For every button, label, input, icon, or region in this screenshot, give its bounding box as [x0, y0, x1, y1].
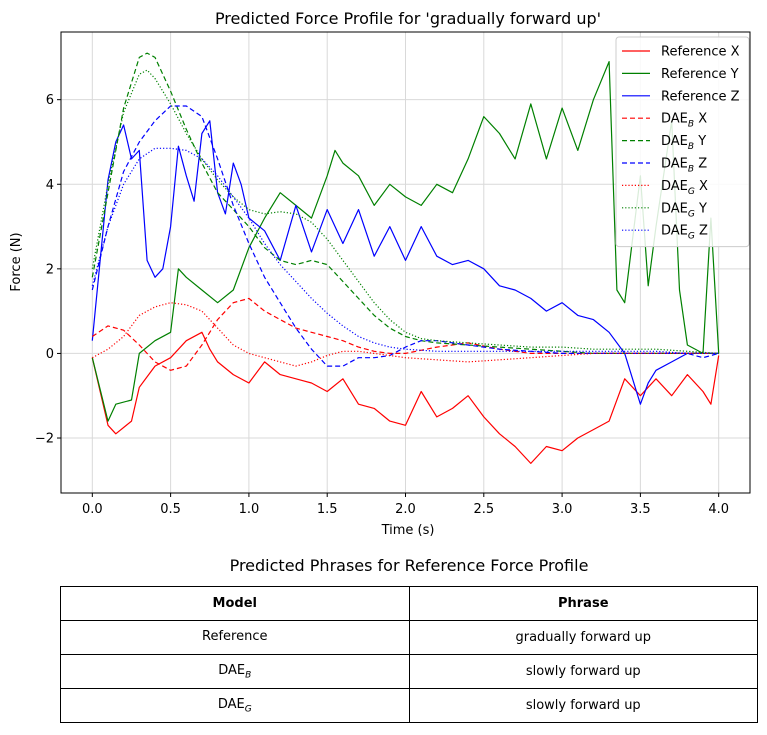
force-profile-chart: Predicted Force Profile for 'gradually f…	[9, 9, 751, 538]
legend-label: Reference Y	[661, 67, 739, 82]
series-line-dae-b-z	[91, 105, 719, 367]
table-title: Predicted Phrases for Reference Force Pr…	[229, 556, 589, 575]
series-line-dae-g-x	[92, 302, 719, 367]
x-tick-label: 1.5	[317, 502, 338, 517]
x-tick-label: 2.5	[473, 502, 494, 517]
series-line-dae-g-z	[91, 147, 719, 354]
x-tick-label: 3.0	[552, 502, 573, 517]
y-tick-label: 6	[46, 93, 54, 108]
y-tick-label: 2	[46, 262, 54, 277]
legend-label: DAEB Y	[661, 134, 706, 152]
y-axis-title: Force (N)	[9, 232, 24, 291]
table-row: DAEB slowly forward up	[60, 654, 758, 689]
cell-model: Reference	[60, 620, 410, 655]
cell-phrase: slowly forward up	[408, 688, 758, 723]
table-row: DAEG slowly forward up	[60, 688, 758, 723]
x-tick-label: 0.5	[160, 502, 181, 517]
y-tick-label: −2	[35, 432, 54, 447]
legend-label: DAEB X	[661, 112, 707, 130]
legend-label: Reference X	[661, 45, 740, 60]
x-tick-label: 3.5	[630, 502, 651, 517]
y-tick-label: 4	[46, 178, 54, 193]
table-header-row: Model Phrase	[60, 586, 758, 621]
legend: Reference X Reference Y Reference Z DAEB X D…	[615, 36, 750, 248]
legend-box	[615, 36, 750, 248]
header-model: Model	[60, 586, 410, 621]
series-layer	[91, 52, 720, 464]
x-tick-label: 4.0	[708, 502, 729, 517]
x-axis-title: Time (s)	[381, 523, 435, 538]
header-phrase: Phrase	[408, 586, 758, 621]
legend-label: DAEG X	[661, 179, 708, 197]
legend-label: DAEG Z	[661, 224, 708, 242]
x-tick-label: 0.0	[82, 502, 103, 517]
chart-title: Predicted Force Profile for 'gradually f…	[215, 9, 601, 28]
cell-model: DAEG	[60, 688, 410, 723]
series-line-dae-g-y	[91, 69, 719, 354]
y-tick-label: 0	[46, 347, 54, 362]
phrase-table: Model Phrase Reference gradually forward…	[60, 586, 758, 723]
series-line-dae-b-y	[91, 52, 719, 354]
cell-model: DAEB	[60, 654, 410, 689]
legend-label: Reference Z	[661, 89, 740, 104]
cell-phrase: gradually forward up	[408, 620, 758, 655]
x-tick-label: 1.0	[239, 502, 260, 517]
legend-label: DAEG Y	[661, 201, 707, 219]
cell-phrase: slowly forward up	[408, 654, 758, 689]
x-tick-label: 2.0	[395, 502, 416, 517]
tick-layer: 0.0 0.5 1.0 1.5 2.0 2.5 3.0 3.5 4.0 −2 0 2 4 6	[35, 93, 729, 517]
series-line-reference-z	[91, 120, 719, 405]
series-line-reference-x	[91, 331, 720, 464]
legend-label: DAEB Z	[661, 157, 707, 175]
table-row: Reference gradually forward up	[60, 620, 758, 655]
